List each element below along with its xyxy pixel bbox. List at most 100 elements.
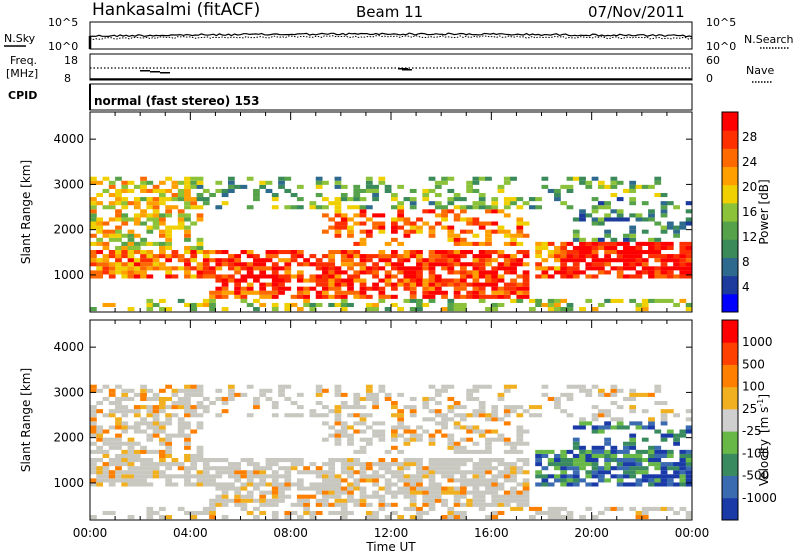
power-cell xyxy=(378,278,386,283)
nsearch-series xyxy=(89,35,693,41)
power-cell xyxy=(278,184,285,189)
velocity-cell xyxy=(271,482,279,487)
power-cell xyxy=(648,270,655,275)
velocity-cell xyxy=(296,498,304,503)
velocity-cell xyxy=(685,474,693,479)
velocity-cell xyxy=(428,486,436,491)
velocity-cell xyxy=(472,429,480,434)
power-cell xyxy=(654,298,662,303)
velocity-colorbar-unit: [m s xyxy=(757,407,771,433)
power-cell xyxy=(158,213,166,218)
power-cell xyxy=(666,221,674,226)
velocity-cell xyxy=(434,490,442,495)
power-cell xyxy=(654,241,662,246)
power-cell xyxy=(648,250,655,255)
power-cell xyxy=(635,250,643,255)
colorbar-swatch xyxy=(722,386,738,410)
velocity-cell xyxy=(284,510,292,516)
velocity-cell xyxy=(340,462,348,467)
velocity-cell xyxy=(616,417,624,422)
power-cell xyxy=(391,237,398,242)
colorbar-swatch xyxy=(722,148,738,168)
velocity-cell xyxy=(171,474,179,479)
power-cell xyxy=(271,290,279,295)
velocity-cell xyxy=(165,433,173,438)
velocity-cell xyxy=(384,462,392,467)
power-cell xyxy=(604,270,611,275)
velocity-cell xyxy=(96,437,104,442)
power-cell xyxy=(322,270,329,275)
velocity-cell xyxy=(623,482,630,487)
power-cell xyxy=(215,188,223,193)
power-cell xyxy=(641,270,649,275)
velocity-cell xyxy=(497,392,505,397)
velocity-cell xyxy=(259,502,267,507)
velocity-cell xyxy=(322,502,329,507)
power-cell xyxy=(503,205,511,210)
velocity-cell xyxy=(290,400,298,406)
velocity-cell xyxy=(610,417,618,422)
power-cell xyxy=(485,233,492,238)
power-cell xyxy=(522,254,530,259)
power-cell xyxy=(428,290,436,295)
velocity-cell xyxy=(485,429,492,434)
velocity-cell xyxy=(315,388,323,393)
power-cell xyxy=(209,258,216,263)
velocity-cell xyxy=(466,470,474,475)
power-cell xyxy=(685,250,693,255)
power-cell xyxy=(466,188,474,193)
velocity-cell xyxy=(635,453,643,459)
power-cell xyxy=(397,254,405,259)
velocity-cell xyxy=(284,478,292,483)
velocity-cell xyxy=(221,400,229,406)
power-cell xyxy=(635,262,643,267)
velocity-cell xyxy=(334,384,342,389)
colorbar-swatch xyxy=(722,275,738,295)
power-cell xyxy=(202,188,210,193)
power-cell xyxy=(453,294,461,299)
colorbar-tick-label: 20 xyxy=(742,180,757,194)
power-cell xyxy=(604,245,611,251)
velocity-cell xyxy=(184,470,191,475)
velocity-cell xyxy=(184,396,191,401)
velocity-cell xyxy=(271,474,279,479)
velocity-cell xyxy=(353,421,361,426)
velocity-cell xyxy=(184,413,191,418)
velocity-cell xyxy=(284,474,292,479)
velocity-cell xyxy=(416,515,423,520)
velocity-cell xyxy=(566,384,574,389)
power-cell xyxy=(246,282,254,287)
power-cell xyxy=(278,176,285,181)
power-cell xyxy=(140,262,147,267)
velocity-cell xyxy=(422,474,430,479)
velocity-cell xyxy=(90,388,97,393)
power-cell xyxy=(560,184,568,189)
power-cell xyxy=(629,180,637,185)
power-cell xyxy=(434,274,442,279)
power-cell xyxy=(334,290,342,295)
power-cell xyxy=(666,258,674,263)
power-cell xyxy=(472,290,480,295)
noise-right-tick-top: 10^5 xyxy=(706,16,736,29)
power-cell xyxy=(616,180,624,185)
power-cell xyxy=(610,250,618,255)
velocity-cell xyxy=(403,506,411,511)
power-cell xyxy=(485,282,492,287)
power-cell xyxy=(604,262,611,267)
power-cell xyxy=(597,258,605,263)
power-cell xyxy=(196,237,204,242)
velocity-cell xyxy=(115,384,122,389)
velocity-cell xyxy=(434,388,442,393)
velocity-cell xyxy=(503,409,511,414)
velocity-cell xyxy=(133,409,141,414)
velocity-cell xyxy=(566,482,574,487)
power-cell xyxy=(240,250,248,255)
velocity-cell xyxy=(566,449,574,454)
velocity-cell xyxy=(541,510,549,516)
power-cell xyxy=(90,176,97,181)
power-cell xyxy=(629,262,637,267)
velocity-cell xyxy=(447,396,455,401)
power-cell xyxy=(253,188,260,193)
power-cell xyxy=(347,274,354,279)
